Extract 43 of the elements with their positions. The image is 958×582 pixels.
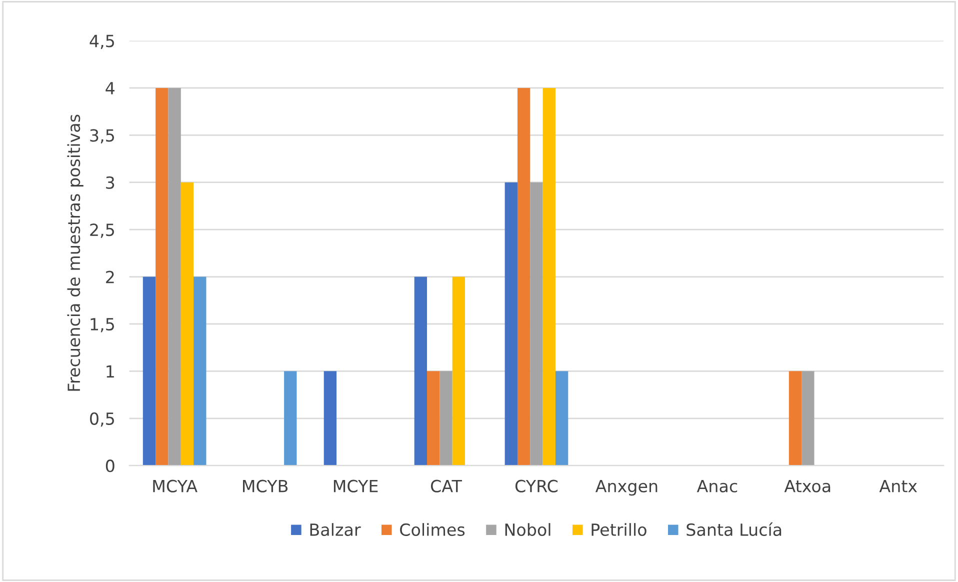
y-tick-label: 2 [106,270,114,284]
bar [802,371,814,466]
y-tick-label: 0,5 [90,412,114,427]
bar [194,276,206,466]
bar [180,182,194,466]
legend-label: Colimes [400,523,465,536]
y-tick-label: 3,5 [90,129,114,144]
x-tick-label: Anxgen [595,480,658,496]
bar [517,88,530,466]
x-tick-label: Atxoa [784,480,830,492]
y-axis-title: Frecuencia de muestras positivas [67,114,84,391]
bar [168,88,181,466]
y-tick-label: 0 [106,460,114,472]
bar [427,371,440,466]
legend-label: Balzar [310,523,361,536]
x-tick-label: CAT [430,480,462,492]
bar [284,371,297,466]
bar [555,371,568,466]
x-tick-label: MCYB [243,480,288,492]
y-tick-label: 4,5 [90,34,114,50]
y-tick-label: 4 [106,82,115,94]
bar [156,88,168,466]
y-tick-label: 1,5 [90,318,114,332]
bar [452,276,466,466]
bar [142,276,156,466]
bar [440,371,452,466]
legend-label: Petrillo [592,523,646,536]
bar [788,371,802,466]
y-tick-label: 2,5 [90,224,114,238]
bar [542,88,556,466]
bar [324,371,337,466]
x-tick-label: Antx [879,480,918,492]
x-tick-label: MCYA [153,480,198,492]
x-tick-label: CYRC [515,480,558,492]
y-tick-label: 1 [106,365,114,378]
x-tick-label: Anac [696,480,738,492]
bar [504,182,518,466]
legend-label: Santa Lucía [686,522,782,536]
x-tick-label: MCYE [334,480,378,492]
bar [530,182,543,466]
bar [414,276,427,466]
y-tick-label: 3 [106,176,114,189]
legend-label: Nobol [505,523,550,536]
